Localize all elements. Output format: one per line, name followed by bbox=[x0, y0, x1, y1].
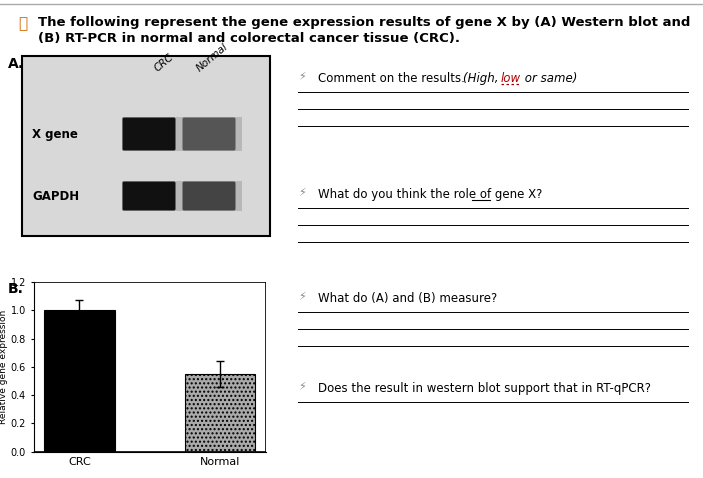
Bar bbox=[122, 117, 242, 151]
Text: B.: B. bbox=[8, 282, 24, 296]
Bar bbox=[44, 310, 115, 452]
FancyBboxPatch shape bbox=[183, 118, 236, 151]
Text: or same): or same) bbox=[521, 72, 577, 85]
Text: (B) RT-PCR in normal and colorectal cancer tissue (CRC).: (B) RT-PCR in normal and colorectal canc… bbox=[38, 32, 460, 45]
FancyBboxPatch shape bbox=[122, 182, 176, 210]
Text: A.: A. bbox=[8, 57, 24, 71]
Text: X gene: X gene bbox=[32, 128, 78, 141]
Bar bbox=[122, 181, 242, 211]
Text: What do (A) and (B) measure?: What do (A) and (B) measure? bbox=[318, 292, 497, 305]
Bar bbox=[22, 56, 270, 236]
Text: Normal: Normal bbox=[195, 42, 231, 74]
Y-axis label: Relative gene expression: Relative gene expression bbox=[0, 310, 8, 424]
Text: CRC: CRC bbox=[152, 53, 175, 74]
Text: ⚡: ⚡ bbox=[298, 292, 306, 302]
Text: Comment on the results.: Comment on the results. bbox=[318, 72, 469, 85]
Bar bbox=[34, 282, 266, 452]
Text: GAPDH: GAPDH bbox=[32, 189, 79, 203]
Text: low: low bbox=[501, 72, 521, 85]
Text: ⚡: ⚡ bbox=[298, 382, 306, 392]
Text: What do you think the role of gene X?: What do you think the role of gene X? bbox=[318, 188, 543, 201]
Text: (High,: (High, bbox=[463, 72, 502, 85]
Text: ⚡: ⚡ bbox=[298, 188, 306, 198]
Bar bbox=[185, 374, 255, 452]
FancyBboxPatch shape bbox=[183, 182, 236, 210]
Text: 🔥: 🔥 bbox=[18, 16, 27, 31]
FancyBboxPatch shape bbox=[122, 118, 176, 151]
Text: Does the result in western blot support that in RT-qPCR?: Does the result in western blot support … bbox=[318, 382, 651, 395]
Text: The following represent the gene expression results of gene X by (A) Western blo: The following represent the gene express… bbox=[38, 16, 690, 29]
Text: ⚡: ⚡ bbox=[298, 72, 306, 82]
